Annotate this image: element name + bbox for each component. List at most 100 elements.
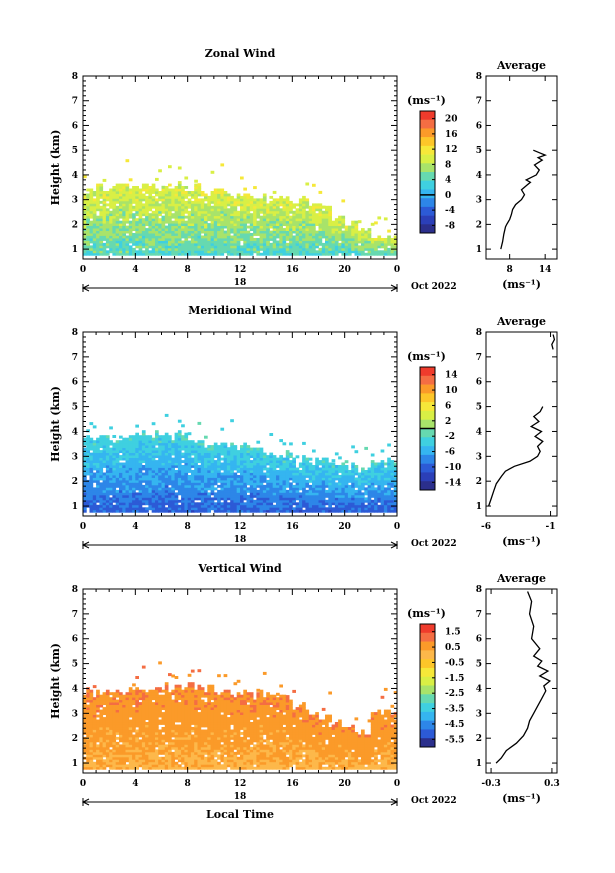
heatmap-cell: [89, 195, 94, 199]
heatmap-cell: [325, 252, 329, 256]
heatmap-cell: [302, 477, 306, 481]
heatmap-cell: [83, 699, 87, 703]
heatmap-cell: [89, 492, 94, 496]
heatmap-cell: [135, 240, 139, 244]
heatmap-cell: [374, 221, 378, 225]
heatmap-cell: [325, 218, 329, 222]
heatmap-cell: [141, 475, 146, 478]
heatmap-cell: [262, 507, 267, 511]
heatmap-cell: [318, 208, 323, 212]
heatmap-cell: [357, 504, 362, 508]
heatmap-cell: [99, 210, 104, 214]
heatmap-cell: [105, 489, 110, 493]
heatmap-cell: [102, 489, 107, 493]
heatmap-cell: [240, 230, 244, 234]
heatmap-cell: [197, 200, 202, 204]
heatmap-cell: [122, 225, 126, 229]
heatmap-cell: [276, 457, 280, 461]
heatmap-cell: [285, 200, 290, 204]
heatmap-cell: [236, 499, 241, 503]
heatmap-cell: [138, 445, 143, 448]
heatmap-cell: [364, 489, 368, 493]
heatmap-cell: [364, 235, 368, 239]
heatmap-cell: [308, 494, 313, 498]
heatmap-cell: [213, 442, 218, 446]
heatmap-cell: [341, 247, 346, 251]
heatmap-cell: [138, 460, 143, 463]
heatmap-cell: [285, 467, 290, 471]
heatmap-cell: [210, 198, 215, 202]
heatmap-cell: [99, 195, 104, 199]
heatmap-cell: [259, 455, 264, 458]
heatmap-cell: [253, 475, 257, 478]
heatmap-cell: [233, 504, 238, 508]
heatmap-cell: [200, 440, 205, 444]
heatmap-cell: [96, 247, 100, 251]
heatmap-cell: [138, 465, 143, 468]
heatmap-cell: [128, 475, 133, 478]
heatmap-cell: [99, 200, 104, 204]
heatmap-cell: [236, 242, 241, 246]
heatmap-cell: [246, 479, 251, 483]
heatmap-cell: [223, 465, 228, 468]
heatmap-cell: [341, 472, 346, 476]
heatmap-cell: [181, 502, 185, 506]
heatmap-cell: [246, 460, 251, 463]
heatmap-cell: [220, 497, 225, 501]
heatmap-cell: [210, 252, 215, 256]
heatmap-cell: [361, 238, 365, 241]
colorbar-swatch: [420, 437, 435, 447]
heatmap-cell: [295, 482, 300, 486]
heatmap-cell: [158, 484, 162, 488]
heatmap-cell: [151, 245, 156, 249]
heatmap-cell: [210, 242, 215, 246]
heatmap-cell: [347, 499, 352, 503]
heatmap-cell: [282, 475, 287, 478]
heatmap-cell: [174, 484, 179, 488]
heatmap-cell: [194, 452, 198, 456]
heatmap-cell: [105, 497, 110, 501]
heatmap-cell: [262, 213, 267, 217]
heatmap-cell: [141, 230, 146, 234]
heatmap-cell: [370, 507, 375, 511]
heatmap-cell: [223, 215, 228, 219]
heatmap-cell: [96, 242, 100, 246]
heatmap-cell: [86, 437, 90, 441]
heatmap-cell: [148, 442, 153, 446]
heatmap-cell: [341, 235, 346, 239]
heatmap-cell: [122, 440, 126, 444]
heatmap-cell: [145, 494, 149, 498]
heatmap-cell: [135, 195, 139, 199]
heatmap-cell: [105, 482, 110, 486]
heatmap-cell: [236, 238, 241, 241]
heatmap-cell: [194, 252, 198, 256]
heatmap-cell: [233, 494, 238, 498]
heatmap-cell: [292, 460, 296, 463]
heatmap-cell: [262, 484, 267, 488]
colorbar-label: 0: [445, 191, 451, 201]
heatmap-cell: [187, 193, 192, 197]
heatmap-cell: [115, 457, 120, 461]
heatmap-cell: [184, 193, 189, 197]
heatmap-cell: [89, 692, 94, 696]
colorbar-swatch: [420, 215, 435, 225]
heatmap-cell: [171, 230, 175, 234]
heatmap-cell: [302, 240, 306, 244]
heatmap-cell: [361, 497, 365, 501]
heatmap-cell: [223, 442, 228, 446]
heatmap-cell: [308, 213, 313, 217]
heatmap-cell: [174, 205, 179, 209]
heatmap-cell: [145, 509, 149, 513]
heatmap-cell: [233, 213, 238, 217]
colorbar-swatch: [420, 481, 435, 491]
heatmap-cell: [184, 482, 189, 486]
heatmap-cell: [151, 235, 156, 239]
heatmap-cell: [308, 210, 313, 214]
heatmap-cell: [266, 228, 270, 231]
heatmap-cell: [249, 484, 254, 488]
heatmap-cell: [341, 484, 346, 488]
heatmap-cell: [298, 502, 303, 506]
heatmap-cell: [119, 455, 123, 458]
heatmap-cell: [122, 479, 126, 483]
heatmap-cell: [102, 245, 107, 249]
